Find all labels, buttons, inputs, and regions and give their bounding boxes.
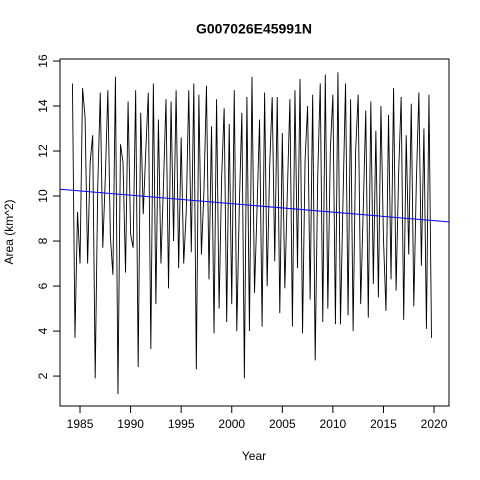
trend-line [59, 188, 450, 223]
y-tick-label: 2 [36, 372, 50, 379]
x-tick-label: 2015 [370, 417, 397, 431]
x-tick-label: 2020 [421, 417, 448, 431]
data-line [71, 72, 432, 395]
y-tick-label: 6 [36, 282, 50, 289]
x-axis-label: Year [242, 449, 266, 463]
x-tick-label: 2005 [269, 417, 296, 431]
y-tick-label: 8 [36, 237, 50, 244]
x-tick-label: 2000 [218, 417, 245, 431]
x-tick-label: 2010 [320, 417, 347, 431]
plot-box [59, 58, 450, 407]
y-tick-label: 12 [36, 144, 50, 158]
y-axis-label: Area (km^2) [2, 200, 16, 265]
x-tick-label: 1985 [67, 417, 94, 431]
y-tick-label: 16 [36, 54, 50, 68]
y-tick-label: 14 [36, 99, 50, 113]
chart-title: G007026E45991N [196, 21, 312, 37]
x-tick-label: 1990 [117, 417, 144, 431]
x-tick-label: 1995 [168, 417, 195, 431]
y-tick-label: 4 [36, 327, 50, 334]
y-tick-label: 10 [36, 189, 50, 203]
